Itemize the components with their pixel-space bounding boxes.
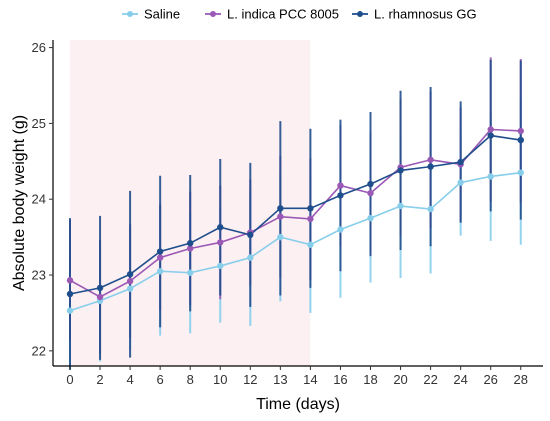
legend: Saline L. indica PCC 8005 L. rhamnosus GG: [122, 7, 477, 22]
data-point-saline: [126, 285, 134, 292]
data-point-saline: [517, 169, 524, 176]
legend-label: L. indica PCC 8005: [227, 7, 339, 22]
data-point-saline: [156, 268, 164, 275]
data-point-l-rhamnosus-gg: [457, 158, 464, 166]
y-axis-ticks: 22 23 24 25 26: [32, 40, 53, 358]
data-point-saline: [187, 269, 194, 276]
data-point-l-indica-pcc-8005: [427, 156, 434, 163]
legend-item-saline: Saline: [122, 7, 180, 22]
data-point-l-indica-pcc-8005: [487, 126, 494, 133]
x-tick-label: 14: [303, 372, 317, 387]
data-point-l-indica-pcc-8005: [187, 245, 194, 252]
x-axis-ticks: 0 2 4 6 8 10 12 13 14 16 18 20 22 24 26 28: [66, 366, 528, 387]
data-point-saline: [247, 254, 254, 261]
data-point-saline: [487, 173, 494, 180]
data-point-l-rhamnosus-gg: [126, 271, 134, 278]
legend-label: L. rhamnosus GG: [374, 7, 477, 22]
data-point-l-rhamnosus-gg: [487, 132, 494, 139]
series-lines: [69, 128, 521, 312]
x-tick-label: 13: [273, 372, 287, 387]
y-tick-label: 26: [32, 40, 46, 55]
data-point-l-indica-pcc-8005: [126, 277, 134, 285]
data-point-saline: [307, 241, 314, 248]
x-tick-label: 16: [333, 372, 347, 387]
data-point-l-indica-pcc-8005: [277, 213, 284, 220]
x-tick-label: 26: [483, 372, 497, 387]
x-tick-label: 8: [187, 372, 194, 387]
data-point-l-rhamnosus-gg: [337, 192, 344, 199]
y-tick-label: 25: [32, 116, 46, 131]
data-point-l-rhamnosus-gg: [397, 167, 404, 174]
x-tick-label: 28: [514, 372, 528, 387]
x-tick-label: 6: [157, 372, 164, 387]
y-tick-label: 22: [32, 343, 46, 358]
data-point-l-rhamnosus-gg: [277, 205, 284, 212]
x-tick-label: 24: [453, 372, 467, 387]
data-point-l-rhamnosus-gg: [247, 231, 254, 239]
data-point-l-rhamnosus-gg: [96, 284, 104, 292]
data-point-l-rhamnosus-gg: [427, 163, 434, 170]
x-tick-label: 2: [96, 372, 103, 387]
data-point-saline: [337, 226, 344, 233]
data-point-l-rhamnosus-gg: [217, 224, 224, 231]
data-point-saline: [66, 307, 74, 314]
data-point-saline: [397, 202, 404, 210]
legend-item-l-indica-pcc-8005: L. indica PCC 8005: [205, 7, 339, 22]
series-line-l-indica-pcc-8005: [69, 128, 521, 298]
data-point-l-indica-pcc-8005: [337, 182, 344, 189]
data-point-l-rhamnosus-gg: [66, 290, 74, 298]
data-point-l-indica-pcc-8005: [96, 293, 104, 301]
data-point-l-indica-pcc-8005: [217, 239, 224, 246]
data-point-l-indica-pcc-8005: [367, 189, 374, 197]
x-tick-label: 20: [393, 372, 407, 387]
data-point-saline: [277, 233, 284, 241]
data-point-l-rhamnosus-gg: [367, 180, 374, 188]
x-tick-label: 0: [66, 372, 73, 387]
data-point-l-rhamnosus-gg: [307, 205, 314, 212]
legend-item-l-rhamnosus-gg: L. rhamnosus GG: [352, 7, 477, 22]
data-point-saline: [457, 179, 464, 186]
legend-label: Saline: [144, 7, 180, 22]
y-tick-label: 24: [32, 192, 46, 207]
data-point-saline: [217, 262, 224, 270]
x-tick-label: 4: [126, 372, 133, 387]
series-line-saline: [69, 171, 521, 312]
data-points: [66, 126, 524, 314]
x-tick-label: 12: [243, 372, 257, 387]
data-point-saline: [427, 205, 434, 213]
data-point-l-indica-pcc-8005: [517, 127, 524, 135]
x-tick-label: 10: [213, 372, 227, 387]
legend-swatch-marker: [357, 11, 363, 17]
x-axis-title: Time (days): [256, 396, 340, 413]
data-point-l-rhamnosus-gg: [156, 248, 164, 255]
data-point-l-rhamnosus-gg: [517, 136, 524, 144]
legend-swatch-marker: [210, 11, 216, 17]
data-point-saline: [367, 214, 374, 222]
data-point-l-indica-pcc-8005: [156, 254, 164, 261]
x-tick-label: 22: [423, 372, 437, 387]
data-point-l-rhamnosus-gg: [187, 239, 194, 247]
series-line-l-rhamnosus-gg: [69, 134, 521, 295]
data-point-l-indica-pcc-8005: [307, 215, 314, 223]
y-tick-label: 23: [32, 268, 46, 283]
x-tick-label: 18: [363, 372, 377, 387]
legend-swatch-marker: [127, 11, 133, 17]
data-point-l-indica-pcc-8005: [66, 277, 74, 284]
y-axis-title: Absolute body weight (g): [11, 115, 28, 291]
